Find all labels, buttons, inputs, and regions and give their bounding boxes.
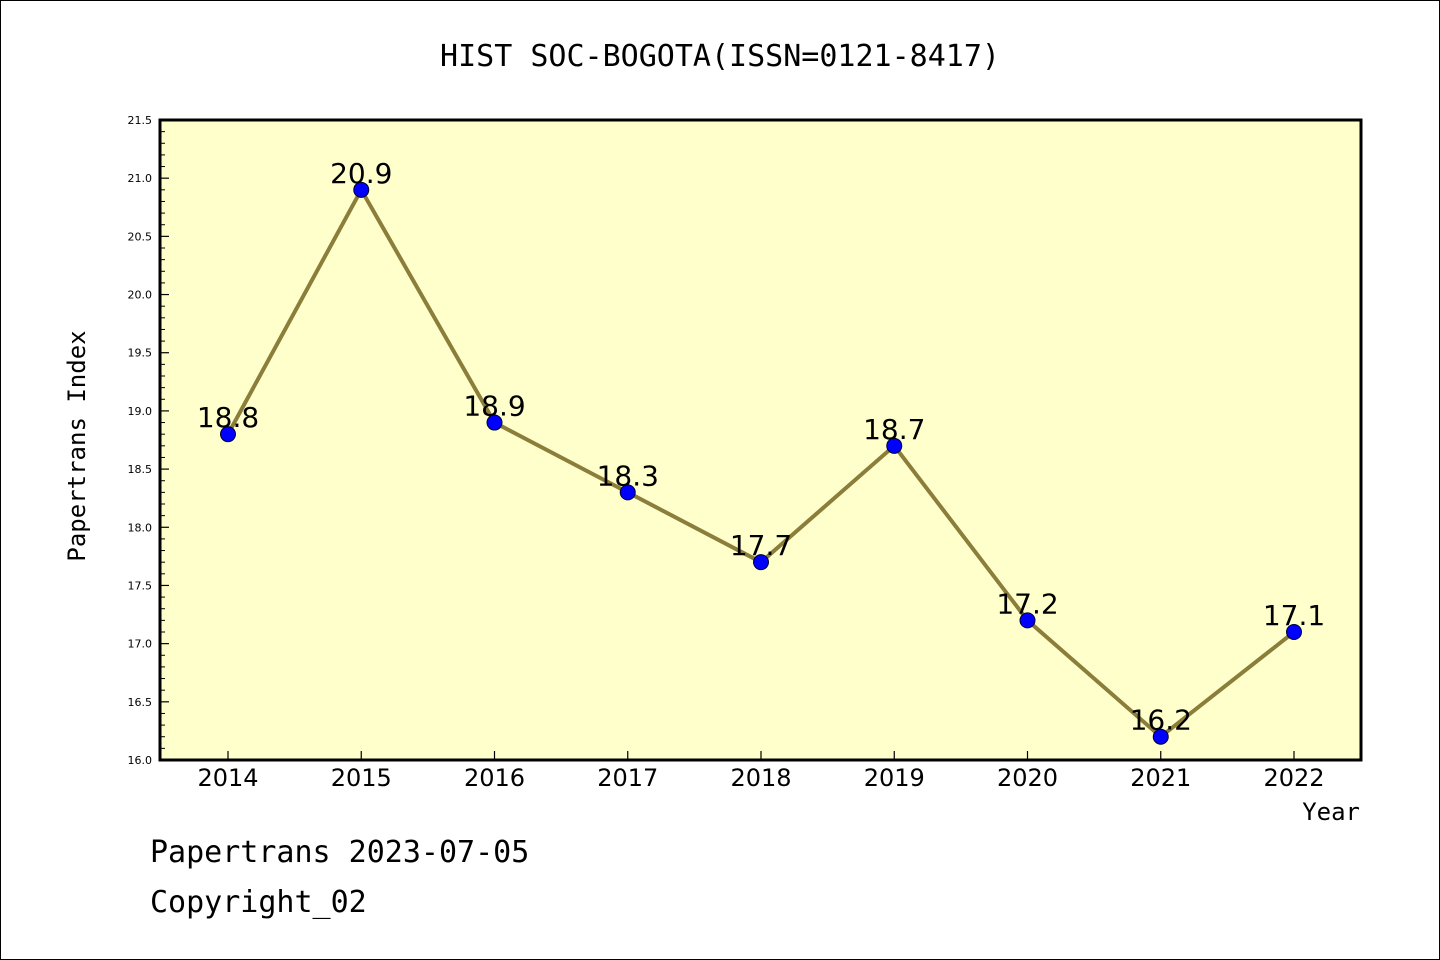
y-tick-label: 17.0 (128, 638, 153, 651)
data-point-marker (1152, 728, 1169, 745)
footer-copyright: Copyright_02 (150, 885, 367, 920)
y-tick-label: 21.0 (128, 172, 153, 185)
y-tick-label: 18.5 (128, 463, 153, 476)
axis-ticks: 16.0 16.5 17.0 17.5 18.0 18.5 19.0 19.5 20.0 20.5… (128, 114, 1325, 792)
chart-title: HIST SOC-BOGOTA(ISSN=0121-8417) (440, 39, 1000, 74)
data-point-marker (353, 181, 370, 198)
y-tick-label: 20.0 (128, 289, 153, 302)
data-point-marker (886, 437, 903, 454)
y-tick-label: 19.0 (128, 405, 153, 418)
data-point-marker (753, 554, 769, 571)
x-tick-label: 2021 (1130, 764, 1191, 792)
data-point-label: 18.7 (863, 413, 925, 446)
y-tick-label: 17.5 (128, 579, 153, 592)
x-tick-label: 2014 (197, 764, 258, 792)
footer-date-line: Papertrans 2023-07-05 (150, 835, 530, 870)
data-point-label: 17.1 (1263, 599, 1325, 632)
data-labels: 18.8 20.9 18.9 18.3 17.7 18.7 17.2 16.2 17.1 (197, 157, 1325, 737)
y-tick-label: 19.5 (128, 347, 153, 360)
y-axis-label: Papertrans Index (63, 330, 91, 561)
data-point-marker (220, 426, 236, 443)
data-point-label: 18.8 (197, 401, 259, 434)
series-line-group (220, 181, 1302, 745)
data-point-label: 17.2 (996, 587, 1058, 620)
data-point-label: 18.3 (597, 459, 659, 492)
x-tick-label: 2016 (464, 764, 525, 792)
y-tick-label: 21.5 (128, 114, 153, 127)
y-tick-label: 16.0 (128, 754, 153, 767)
x-tick-label: 2015 (331, 764, 392, 792)
x-tick-label: 2017 (597, 764, 658, 792)
data-point-label: 18.9 (463, 390, 525, 423)
x-tick-label: 2018 (730, 764, 791, 792)
y-tick-label: 20.5 (128, 230, 153, 243)
x-tick-label: 2022 (1263, 764, 1324, 792)
plot-border (158, 118, 1363, 762)
data-point-marker (1019, 612, 1036, 629)
data-point-marker (486, 414, 503, 431)
x-axis-label: Year (1302, 798, 1360, 826)
y-tick-label: 18.0 (128, 521, 153, 534)
x-tick-label: 2019 (864, 764, 925, 792)
data-point-marker (1286, 624, 1302, 640)
x-tick-label: 2020 (997, 764, 1058, 792)
data-point-label: 20.9 (330, 157, 392, 190)
data-point-marker (619, 484, 636, 501)
data-point-label: 17.7 (730, 529, 792, 562)
plot-area (160, 120, 1361, 760)
y-tick-label: 16.5 (128, 696, 153, 709)
data-point-label: 16.2 (1130, 704, 1192, 737)
